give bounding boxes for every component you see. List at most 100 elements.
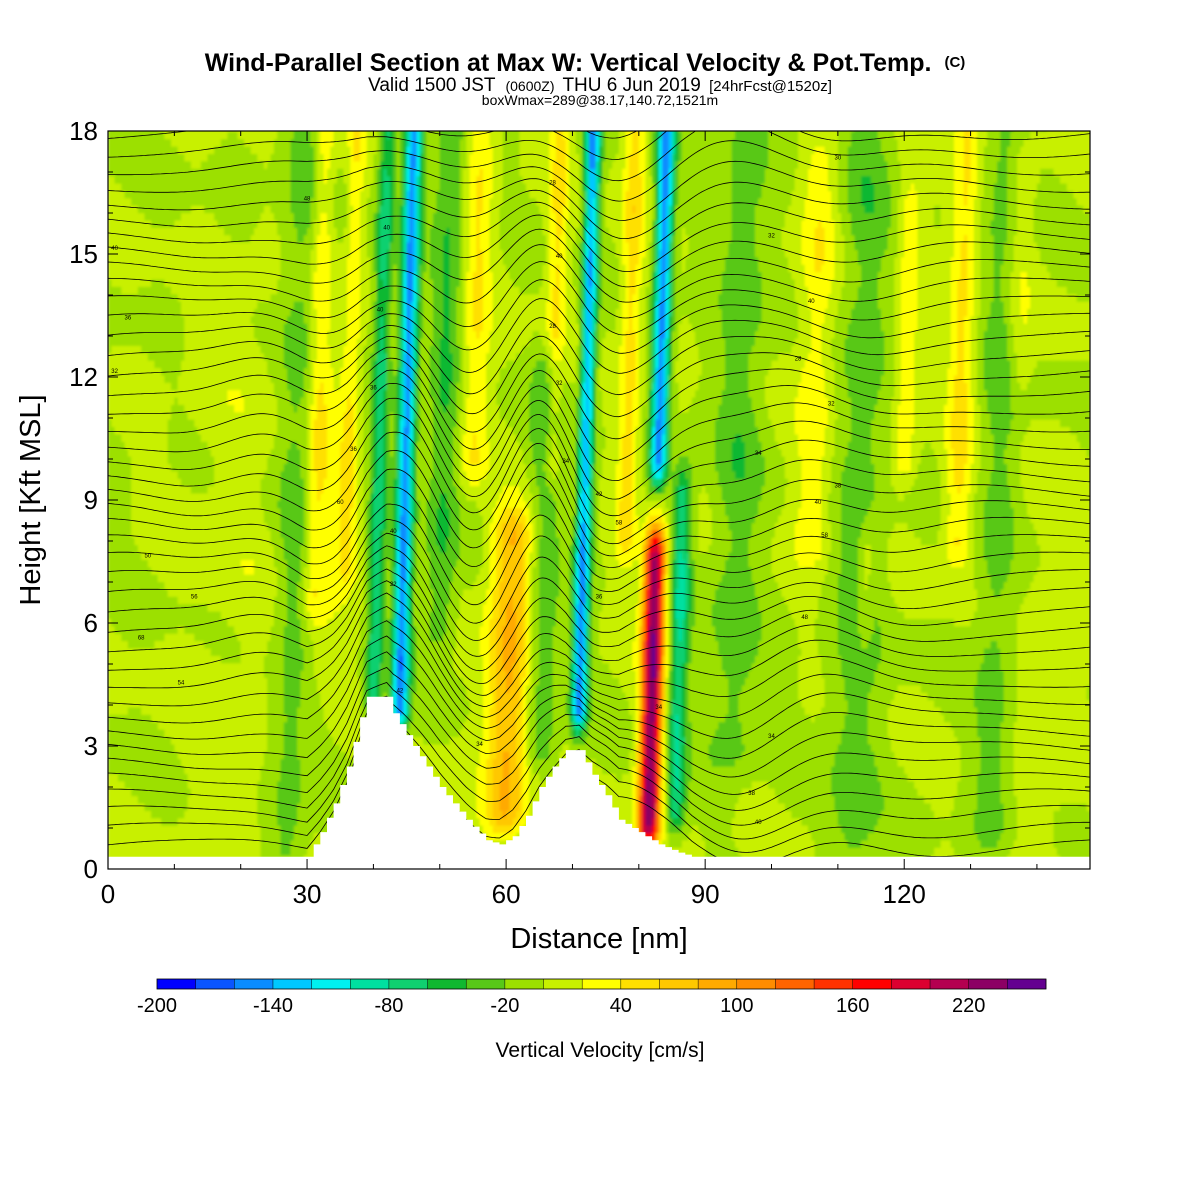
field-cell bbox=[108, 160, 113, 169]
field-cell bbox=[137, 167, 143, 177]
field-cell bbox=[154, 839, 159, 848]
field-cell bbox=[184, 241, 189, 250]
field-cell bbox=[118, 374, 123, 383]
field-cell bbox=[157, 131, 162, 140]
field-cell bbox=[144, 824, 149, 833]
field-cell bbox=[131, 352, 136, 361]
field-cell bbox=[134, 204, 139, 214]
field-cell bbox=[114, 832, 119, 841]
field-cell bbox=[151, 374, 156, 383]
field-cell bbox=[127, 463, 133, 472]
field-cell bbox=[151, 640, 156, 649]
field-cell bbox=[164, 190, 169, 199]
field-cell bbox=[174, 618, 179, 627]
field-cell bbox=[134, 308, 139, 317]
field-cell bbox=[147, 640, 152, 649]
field-cell bbox=[184, 190, 189, 199]
field-cell bbox=[131, 226, 136, 236]
field-cell bbox=[144, 145, 149, 155]
field-cell bbox=[167, 138, 172, 147]
field-cell bbox=[184, 655, 189, 664]
field-cell bbox=[127, 441, 133, 450]
field-cell bbox=[144, 581, 149, 590]
field-cell bbox=[167, 241, 172, 250]
field-cell bbox=[184, 632, 189, 642]
field-cell bbox=[157, 610, 162, 619]
field-cell bbox=[171, 396, 176, 405]
field-cell bbox=[171, 625, 176, 634]
field-cell bbox=[141, 743, 146, 752]
field-cell bbox=[127, 271, 133, 280]
field-cell bbox=[131, 802, 136, 811]
field-cell bbox=[108, 315, 113, 324]
field-cell bbox=[131, 175, 136, 184]
field-cell bbox=[171, 714, 176, 723]
field-cell bbox=[184, 773, 189, 782]
field-cell bbox=[151, 581, 156, 590]
field-cell bbox=[144, 728, 149, 738]
field-cell bbox=[108, 477, 113, 487]
field-cell bbox=[124, 286, 129, 295]
field-cell bbox=[164, 411, 169, 420]
field-cell bbox=[184, 337, 189, 346]
field-cell bbox=[111, 470, 116, 479]
field-cell bbox=[134, 536, 139, 546]
field-cell bbox=[157, 846, 162, 856]
field-cell bbox=[131, 308, 136, 317]
field-cell bbox=[134, 219, 139, 228]
field-cell bbox=[167, 839, 172, 848]
field-cell bbox=[144, 714, 149, 723]
field-cell bbox=[187, 728, 192, 738]
field-cell bbox=[187, 492, 192, 501]
field-cell bbox=[127, 640, 133, 649]
field-cell bbox=[141, 522, 146, 531]
field-cell bbox=[154, 249, 159, 258]
field-cell bbox=[177, 234, 182, 243]
field-cell bbox=[131, 839, 136, 848]
field-cell bbox=[147, 514, 152, 524]
field-cell bbox=[144, 308, 149, 317]
field-cell bbox=[114, 507, 119, 516]
field-cell bbox=[167, 625, 172, 634]
field-cell bbox=[131, 780, 136, 789]
field-cell bbox=[114, 787, 119, 797]
field-cell bbox=[141, 817, 146, 826]
field-cell bbox=[111, 625, 116, 634]
field-cell bbox=[127, 477, 133, 487]
field-cell bbox=[114, 610, 119, 619]
field-cell bbox=[154, 315, 159, 324]
field-cell bbox=[121, 374, 126, 383]
field-cell bbox=[181, 662, 186, 671]
field-cell bbox=[121, 773, 126, 782]
field-cell bbox=[171, 389, 176, 398]
field-cell bbox=[108, 544, 113, 553]
field-cell bbox=[114, 810, 119, 819]
field-cell bbox=[131, 773, 136, 782]
field-cell bbox=[154, 426, 159, 435]
field-cell bbox=[154, 551, 159, 560]
field-cell bbox=[181, 219, 186, 228]
field-cell bbox=[187, 618, 192, 627]
field-cell bbox=[154, 448, 159, 457]
field-cell bbox=[187, 802, 192, 811]
field-cell bbox=[161, 286, 166, 295]
field-cell bbox=[131, 249, 136, 258]
field-cell bbox=[114, 640, 119, 649]
field-cell bbox=[118, 271, 123, 280]
field-cell bbox=[118, 455, 123, 464]
field-cell bbox=[134, 669, 139, 678]
field-cell bbox=[141, 662, 146, 671]
field-cell bbox=[171, 810, 176, 819]
field-cell bbox=[164, 145, 169, 155]
field-cell bbox=[147, 337, 152, 346]
field-cell bbox=[164, 750, 169, 760]
field-cell bbox=[111, 418, 116, 428]
field-cell bbox=[111, 219, 116, 228]
field-cell bbox=[144, 204, 149, 214]
field-cell bbox=[137, 699, 143, 708]
field-cell bbox=[184, 551, 189, 560]
field-cell bbox=[151, 345, 156, 354]
field-cell bbox=[137, 182, 143, 191]
field-cell bbox=[108, 677, 113, 686]
field-cell bbox=[131, 618, 136, 627]
